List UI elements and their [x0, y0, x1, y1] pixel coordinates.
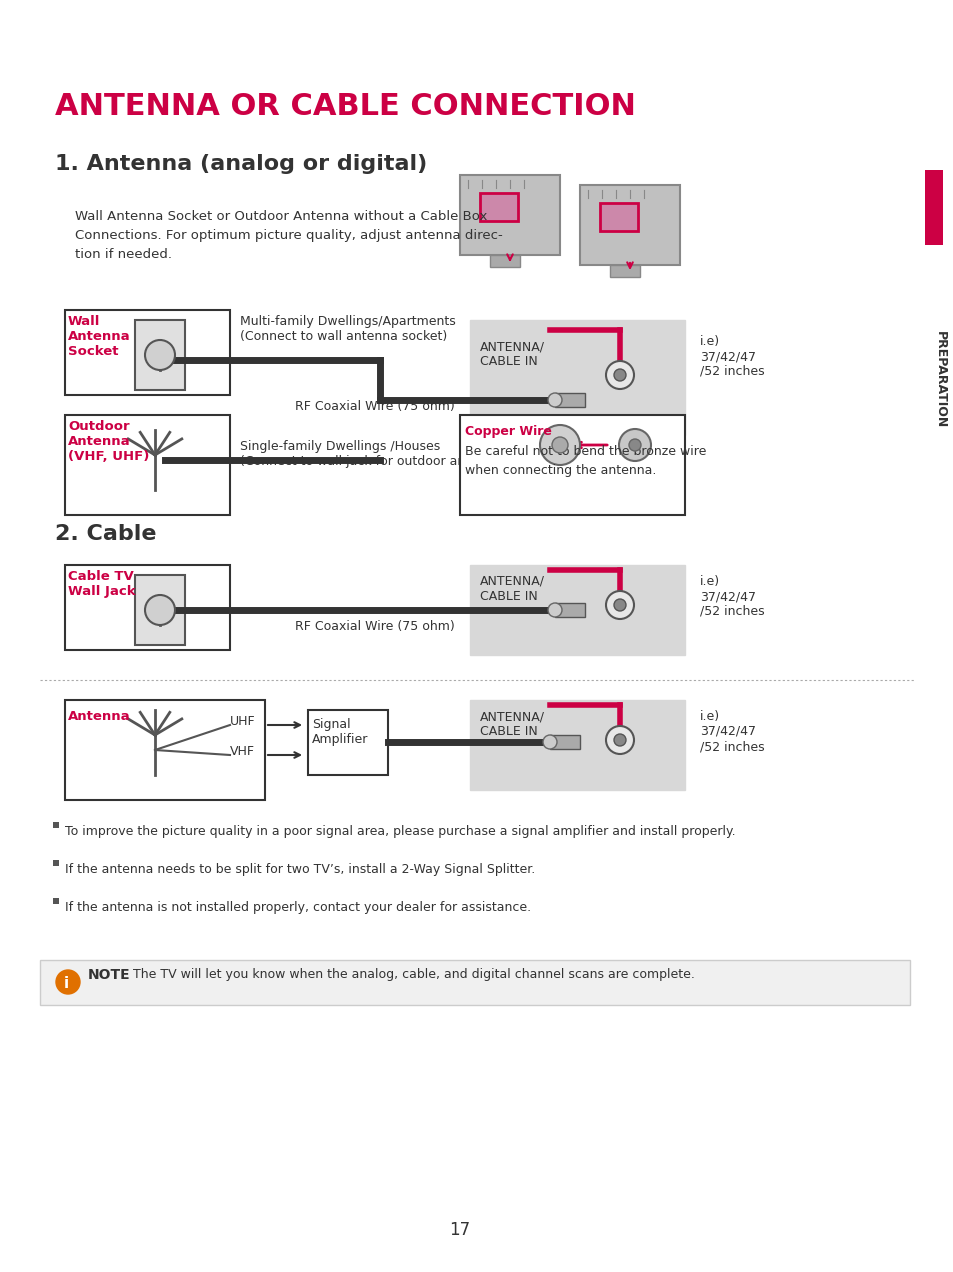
Bar	[65, 310, 230, 396]
Circle shape	[56, 971, 80, 993]
Bar	[924, 170, 942, 245]
Text: i.e)
37/42/47
/52 inches: i.e) 37/42/47 /52 inches	[700, 710, 763, 753]
Bar	[40, 960, 909, 1005]
Circle shape	[614, 599, 625, 611]
Bar	[555, 393, 584, 407]
Bar	[65, 415, 230, 515]
Bar	[599, 204, 638, 232]
Bar	[459, 176, 559, 254]
Circle shape	[542, 735, 557, 749]
Text: ANTENNA/
CABLE IN: ANTENNA/ CABLE IN	[479, 575, 544, 603]
Circle shape	[552, 438, 567, 453]
Polygon shape	[117, 972, 125, 982]
Text: To improve the picture quality in a poor signal area, please purchase a signal a: To improve the picture quality in a poor…	[65, 826, 735, 838]
Text: 1. Antenna (analog or digital): 1. Antenna (analog or digital)	[55, 154, 427, 174]
Bar	[479, 193, 517, 221]
Text: Outdoor
Antenna
(VHF, UHF): Outdoor Antenna (VHF, UHF)	[68, 420, 150, 463]
Text: 2. Cable: 2. Cable	[55, 524, 156, 544]
Text: VHF: VHF	[230, 745, 254, 758]
Circle shape	[605, 591, 634, 619]
Text: If the antenna is not installed properly, contact your dealer for assistance.: If the antenna is not installed properly…	[65, 901, 531, 915]
Bar	[53, 898, 59, 904]
Text: ANTENNA OR CABLE CONNECTION: ANTENNA OR CABLE CONNECTION	[55, 92, 636, 121]
Text: Antenna: Antenna	[68, 710, 131, 722]
Text: If the antenna needs to be split for two TV’s, install a 2-Way Signal Splitter.: If the antenna needs to be split for two…	[65, 862, 535, 876]
Circle shape	[145, 595, 174, 625]
Text: RF Coaxial Wire (75 ohm): RF Coaxial Wire (75 ohm)	[294, 619, 455, 633]
Circle shape	[614, 734, 625, 745]
Bar	[459, 415, 684, 515]
Text: 17: 17	[449, 1221, 470, 1239]
Bar	[65, 565, 230, 650]
Bar	[490, 254, 519, 267]
Text: ANTENNA/
CABLE IN: ANTENNA/ CABLE IN	[479, 710, 544, 738]
Text: Cable TV
Wall Jack: Cable TV Wall Jack	[68, 570, 135, 598]
Text: Copper Wire: Copper Wire	[464, 425, 551, 438]
Circle shape	[547, 603, 561, 617]
Text: i.e)
37/42/47
/52 inches: i.e) 37/42/47 /52 inches	[700, 575, 763, 618]
Text: ANTENNA/
CABLE IN: ANTENNA/ CABLE IN	[479, 340, 544, 368]
Text: RF Coaxial Wire (75 ohm): RF Coaxial Wire (75 ohm)	[294, 399, 455, 413]
Text: Wall Antenna Socket or Outdoor Antenna without a Cable Box
Connections. For opti: Wall Antenna Socket or Outdoor Antenna w…	[75, 210, 502, 261]
Bar	[135, 575, 185, 645]
Bar	[470, 700, 684, 790]
Bar	[609, 265, 639, 277]
Bar	[550, 735, 579, 749]
Bar	[470, 565, 684, 655]
Text: Wall
Antenna
Socket: Wall Antenna Socket	[68, 315, 131, 357]
Text: UHF: UHF	[230, 715, 255, 728]
Bar	[65, 700, 265, 800]
Text: Signal
Amplifier: Signal Amplifier	[312, 717, 368, 745]
Bar	[308, 710, 388, 775]
Text: PREPARATION: PREPARATION	[933, 332, 945, 429]
Text: The TV will let you know when the analog, cable, and digital channel scans are c: The TV will let you know when the analog…	[132, 968, 694, 981]
Bar	[470, 321, 684, 435]
Circle shape	[614, 369, 625, 382]
Text: i: i	[64, 976, 69, 991]
Bar	[555, 603, 584, 617]
Circle shape	[605, 361, 634, 389]
Bar	[53, 822, 59, 828]
Circle shape	[547, 393, 561, 407]
Text: i.e)
37/42/47
/52 inches: i.e) 37/42/47 /52 inches	[700, 335, 763, 378]
Bar	[579, 184, 679, 265]
Text: Multi-family Dwellings/Apartments
(Connect to wall antenna socket): Multi-family Dwellings/Apartments (Conne…	[240, 315, 456, 343]
Circle shape	[618, 429, 650, 460]
Text: NOTE: NOTE	[88, 968, 131, 982]
Circle shape	[605, 726, 634, 754]
Bar	[135, 321, 185, 391]
Text: Be careful not to bend the bronze wire
when connecting the antenna.: Be careful not to bend the bronze wire w…	[464, 445, 705, 477]
Text: Single-family Dwellings /Houses
(Connect to wall jack for outdoor antenna): Single-family Dwellings /Houses (Connect…	[240, 440, 506, 468]
Bar	[53, 860, 59, 866]
Circle shape	[145, 340, 174, 370]
Circle shape	[539, 425, 579, 466]
Circle shape	[628, 439, 640, 452]
